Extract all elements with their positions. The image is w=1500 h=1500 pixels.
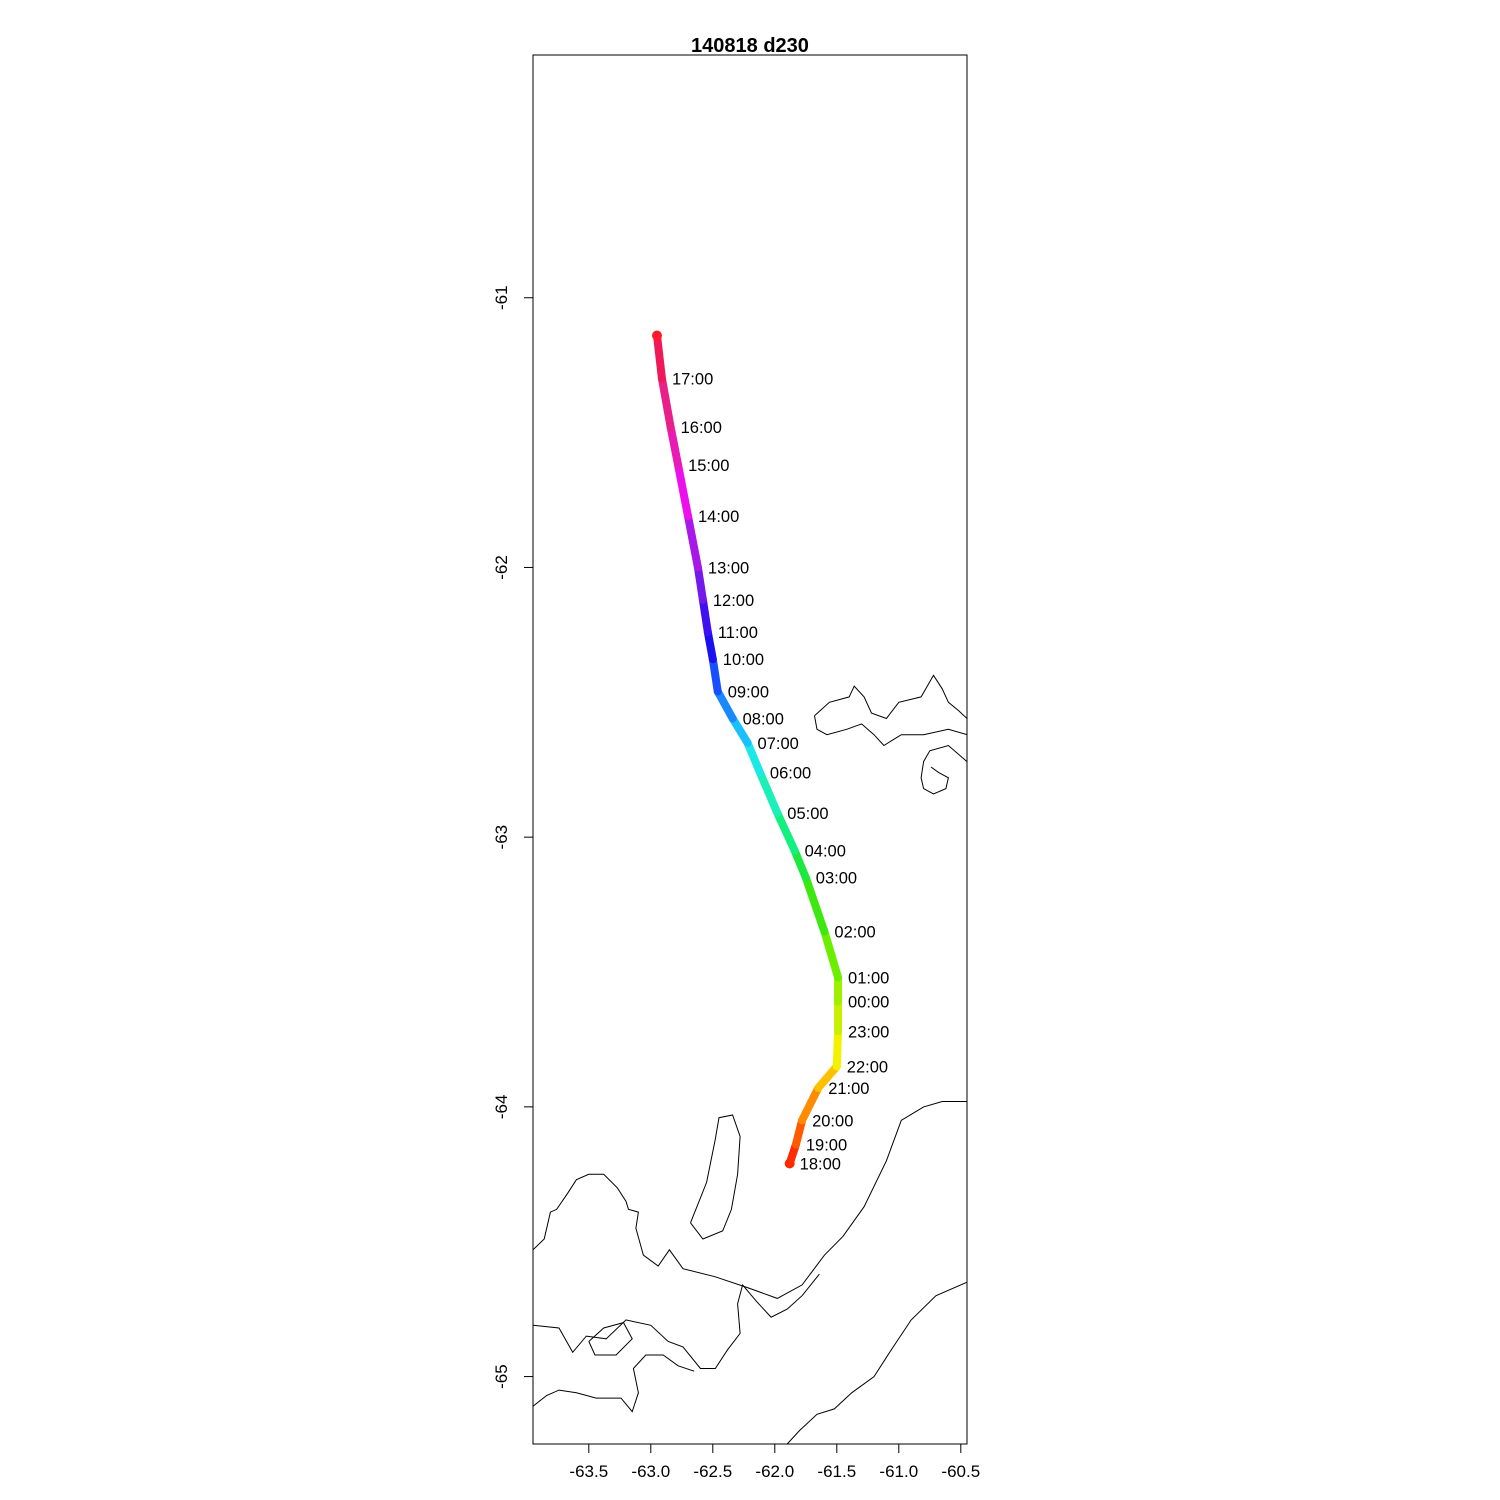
coastline-4 bbox=[588, 1322, 633, 1356]
y-tick-label: -63 bbox=[492, 825, 511, 850]
coastline-7 bbox=[814, 715, 967, 747]
coastline-3 bbox=[786, 1281, 967, 1444]
track-segment bbox=[708, 655, 722, 696]
hour-label: 09:00 bbox=[728, 684, 769, 702]
track-segment bbox=[790, 846, 810, 882]
track-segment bbox=[755, 768, 782, 817]
track-segment bbox=[801, 873, 829, 936]
track-segment bbox=[674, 460, 692, 521]
track-segment bbox=[728, 714, 752, 747]
x-tick-label: -62.5 bbox=[693, 1462, 732, 1481]
y-tick-label: -61 bbox=[492, 285, 511, 310]
track-end-point bbox=[652, 330, 662, 341]
coastline-1 bbox=[533, 1273, 820, 1369]
x-axis: -63.5 -63.0 -62.5 -62.0 -61.5 -61.0 -60.5 bbox=[569, 1443, 980, 1481]
hour-label: 07:00 bbox=[758, 735, 799, 753]
hour-label: 22:00 bbox=[847, 1058, 888, 1076]
track-segment bbox=[653, 331, 666, 383]
hour-label: 00:00 bbox=[848, 994, 889, 1012]
x-tick-label: -61.5 bbox=[817, 1462, 856, 1481]
hour-label: 21:00 bbox=[828, 1080, 869, 1098]
hour-label: 04:00 bbox=[805, 843, 846, 861]
hour-label: 06:00 bbox=[770, 764, 811, 782]
hour-label: 03:00 bbox=[816, 870, 857, 888]
track-segment bbox=[713, 687, 737, 723]
hour-label: 17:00 bbox=[672, 371, 713, 389]
hour-label: 01:00 bbox=[848, 969, 889, 987]
track-segment bbox=[820, 927, 843, 982]
track-segment bbox=[773, 808, 799, 855]
track-start-point bbox=[784, 1158, 795, 1169]
track-segment bbox=[703, 628, 717, 664]
track-segment bbox=[814, 1062, 841, 1092]
hour-label: 23:00 bbox=[848, 1023, 889, 1041]
x-tick-label: -63.0 bbox=[631, 1462, 670, 1481]
track-segment bbox=[798, 1083, 823, 1125]
coastline-2 bbox=[533, 1354, 695, 1413]
hour-label: 16:00 bbox=[681, 419, 722, 437]
track-segment bbox=[666, 423, 683, 469]
hour-label: 19:00 bbox=[806, 1137, 847, 1155]
coastline-6 bbox=[814, 674, 967, 720]
track-segment bbox=[832, 1027, 843, 1071]
coastline-0 bbox=[533, 1101, 967, 1299]
y-tick-label: -62 bbox=[492, 555, 511, 580]
hour-label: 02:00 bbox=[834, 924, 875, 942]
map-title: 140818 d230 bbox=[691, 35, 809, 57]
hour-label: 18:00 bbox=[800, 1156, 841, 1174]
track-segment bbox=[684, 512, 702, 572]
y-tick-label: -65 bbox=[492, 1364, 511, 1389]
x-tick-label: -62.0 bbox=[755, 1462, 794, 1481]
ship-track bbox=[652, 330, 843, 1169]
hour-label: 11:00 bbox=[718, 624, 758, 642]
track-segment bbox=[657, 374, 675, 432]
hour-label: 12:00 bbox=[713, 592, 754, 610]
x-tick-label: -60.5 bbox=[941, 1462, 980, 1481]
track-segment bbox=[698, 595, 712, 637]
track-segment bbox=[791, 1116, 807, 1149]
hour-label: 05:00 bbox=[787, 805, 828, 823]
x-tick-label: -63.5 bbox=[569, 1462, 608, 1481]
hour-label: 08:00 bbox=[743, 710, 784, 728]
coastline-8 bbox=[920, 744, 967, 795]
track-segment bbox=[693, 563, 707, 604]
hour-label: 14:00 bbox=[698, 508, 739, 526]
hour-label: 10:00 bbox=[723, 651, 764, 669]
hour-label: 15:00 bbox=[688, 457, 729, 475]
coastlines bbox=[533, 674, 967, 1444]
track-segment bbox=[743, 738, 764, 777]
coastline-5 bbox=[690, 1114, 741, 1240]
y-axis: -61 -62 -63 -64 -65 bbox=[492, 285, 534, 1389]
hour-label: 13:00 bbox=[708, 559, 749, 577]
y-tick-label: -64 bbox=[492, 1095, 511, 1120]
hour-label: 20:00 bbox=[812, 1112, 853, 1130]
x-tick-label: -61.0 bbox=[879, 1462, 918, 1481]
